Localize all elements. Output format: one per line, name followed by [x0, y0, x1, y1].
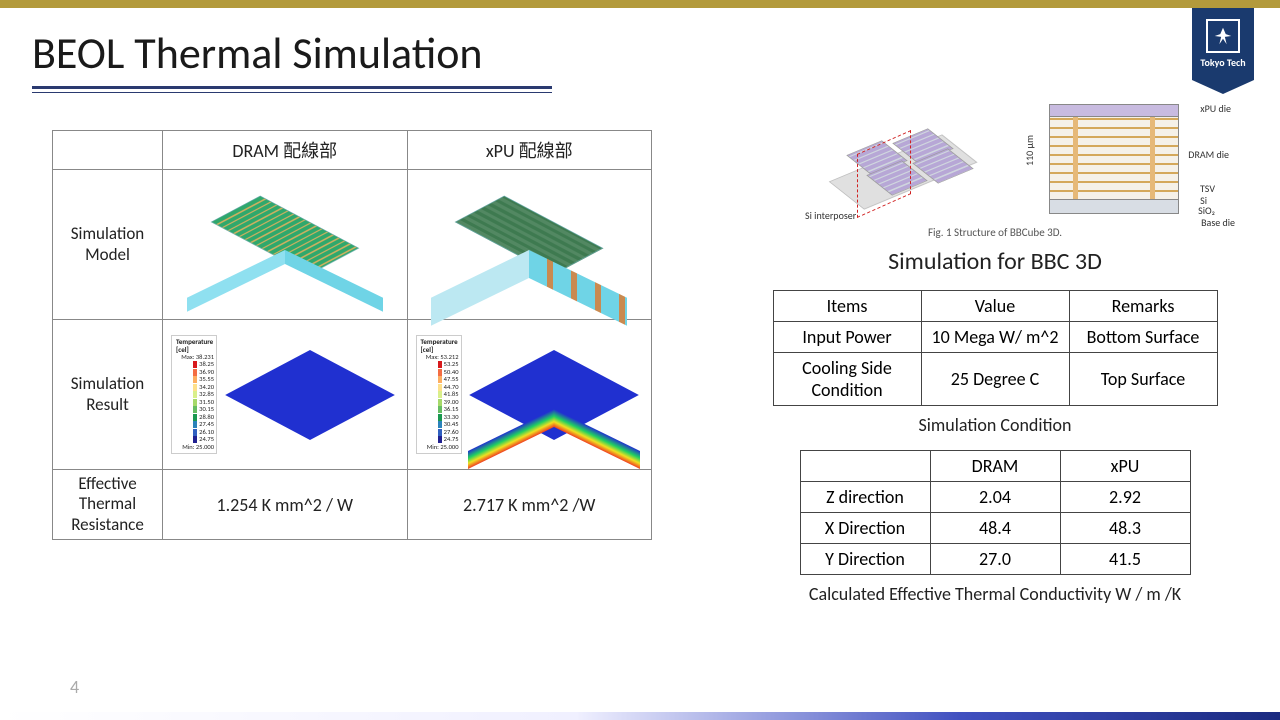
legend-xpu: Temperature [cel]Max: 53.21253.2550.4047…: [416, 335, 462, 455]
label-si-interposer: Si interposer: [805, 209, 856, 222]
swallow-icon: [1212, 25, 1234, 47]
resistance-xpu: 2.717 K mm^2 /W: [407, 470, 652, 540]
slide-title: BEOL Thermal Simulation: [32, 26, 1280, 80]
cond-h2: Remarks: [1069, 291, 1217, 322]
col-header-dram: DRAM 配線部: [163, 131, 408, 170]
right-heading: Simulation for BBC 3D: [742, 247, 1248, 276]
content-area: DRAM 配線部 xPU 配線部 Simulation Model: [0, 100, 1280, 700]
model-xpu-cell: [407, 170, 652, 320]
calc-r1c1: 48.4: [930, 513, 1060, 544]
conductivity-table: DRAM xPU Z direction 2.04 2.92 X Directi…: [800, 450, 1191, 575]
left-column: DRAM 配線部 xPU 配線部 Simulation Model: [32, 100, 652, 700]
accent-bottom-bar: [0, 712, 1280, 720]
cond-r1c0: Cooling Side Condition: [773, 353, 921, 406]
result-xpu-plot: [462, 324, 648, 465]
calc-r1c2: 48.3: [1060, 513, 1190, 544]
calc-r0c2: 2.92: [1060, 482, 1190, 513]
right-column: Si interposer xPU die DRAM die TSV Si Si…: [652, 100, 1248, 700]
title-underline-thin: [32, 92, 552, 93]
label-dram-die: DRAM die: [1188, 148, 1229, 161]
dram-wafer-icon: [200, 200, 370, 290]
label-base-die: Base die: [1201, 216, 1235, 229]
brand-banner: Tokyo Tech: [1192, 8, 1254, 80]
condition-table: Items Value Remarks Input Power 10 Mega …: [773, 290, 1218, 406]
model-dram-figure: [167, 174, 403, 315]
model-xpu-figure: [412, 174, 648, 315]
calc-h0: [800, 451, 930, 482]
cond-r1c2: Top Surface: [1069, 353, 1217, 406]
cross-section-icon: [1049, 104, 1179, 214]
result-dram-plot: [217, 324, 403, 465]
xpu-wafer-icon: [444, 200, 614, 290]
col-header-xpu: xPU 配線部: [407, 131, 652, 170]
resistance-dram: 1.254 K mm^2 / W: [163, 470, 408, 540]
result-dram-cell: Temperature [cel]Max: 38.23138.2536.9035…: [163, 320, 408, 470]
calc-r2c0: Y Direction: [800, 544, 930, 575]
calc-r2c1: 27.0: [930, 544, 1060, 575]
result-xpu-cell: Temperature [cel]Max: 53.21253.2550.4047…: [407, 320, 652, 470]
cond-r1c1: 25 Degree C: [921, 353, 1069, 406]
model-dram-cell: [163, 170, 408, 320]
label-xpu-die: xPU die: [1200, 102, 1231, 115]
calc-h2: xPU: [1060, 451, 1190, 482]
calc-r0c0: Z direction: [800, 482, 930, 513]
calc-h1: DRAM: [930, 451, 1060, 482]
title-underline: [32, 86, 552, 89]
cond-h1: Value: [921, 291, 1069, 322]
label-height: 110 µm: [1023, 135, 1036, 166]
brand-logo-icon: [1206, 19, 1240, 53]
structure-figure: Si interposer xPU die DRAM die TSV Si Si…: [805, 100, 1185, 230]
cond-r0c1: 10 Mega W/ m^2: [921, 322, 1069, 353]
accent-top-bar: [0, 0, 1280, 8]
corner-cell: [53, 131, 163, 170]
page-number: 4: [70, 676, 79, 698]
cond-r0c0: Input Power: [773, 322, 921, 353]
cond-r0c2: Bottom Surface: [1069, 322, 1217, 353]
calc-r2c2: 41.5: [1060, 544, 1190, 575]
calc-r0c1: 2.04: [930, 482, 1060, 513]
conductivity-caption: Calculated Effective Thermal Conductivit…: [742, 583, 1248, 605]
brand-name: Tokyo Tech: [1200, 56, 1245, 69]
result-xpu-figure: Temperature [cel]Max: 53.21253.2550.4047…: [412, 324, 648, 465]
condition-caption: Simulation Condition: [742, 414, 1248, 436]
row-label-result: Simulation Result: [53, 320, 163, 470]
calc-r1c0: X Direction: [800, 513, 930, 544]
cond-h0: Items: [773, 291, 921, 322]
row-label-resistance: Effective Thermal Resistance: [53, 470, 163, 540]
row-label-model: Simulation Model: [53, 170, 163, 320]
result-dram-figure: Temperature [cel]Max: 38.23138.2536.9035…: [167, 324, 403, 465]
legend-dram: Temperature [cel]Max: 38.23138.2536.9035…: [171, 335, 217, 455]
main-simulation-table: DRAM 配線部 xPU 配線部 Simulation Model: [52, 130, 652, 540]
